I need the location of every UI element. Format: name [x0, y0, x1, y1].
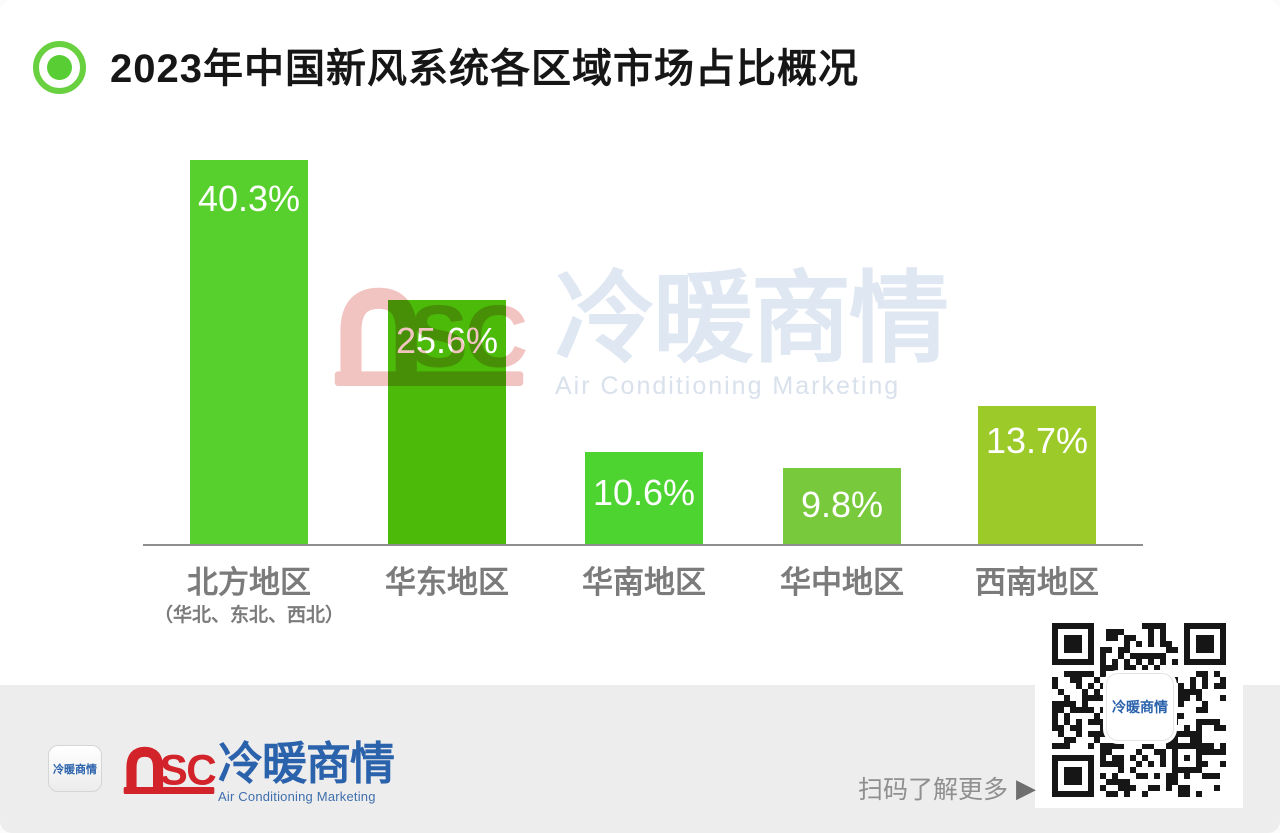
brand-lockup: 冷暖商情 Air Conditioning Marketing	[218, 738, 395, 805]
bar-北方地区: 40.3%	[190, 160, 308, 545]
brand-app-icon: 冷暖商情	[48, 745, 102, 792]
bar-value-label: 25.6%	[395, 320, 499, 361]
qr-center-logo: 冷暖商情	[1106, 673, 1174, 741]
brand-name-en: Air Conditioning Marketing	[218, 789, 376, 804]
x-axis-label: 华东地区	[385, 565, 509, 600]
brand-name-cn: 冷暖商情	[218, 738, 395, 789]
bar-value-label: 9.8%	[800, 484, 884, 525]
nsc-logo-icon: S C	[123, 747, 216, 794]
bar-西南地区: 13.7%	[978, 406, 1096, 545]
x-axis-label: 华中地区	[780, 565, 904, 600]
x-axis-line	[143, 544, 1143, 546]
x-axis-label: 北方地区	[187, 565, 311, 600]
scan-hint-label: 扫码了解更多	[858, 776, 1009, 804]
scan-hint: 扫码了解更多 ▶	[858, 770, 1036, 806]
bar-华中地区: 9.8%	[783, 468, 901, 545]
x-axis-sublabel: （华北、东北、西北）	[153, 605, 345, 626]
title-bullet-dot	[47, 55, 72, 80]
bar-华东地区: 25.6%	[388, 300, 506, 545]
bar-chart: 40.3% 25.6% 10.6% 9.8% 13.7%	[190, 160, 1096, 545]
bar-华南地区: 10.6%	[585, 452, 703, 545]
svg-text:S: S	[160, 747, 188, 794]
x-axis-label: 西南地区	[975, 565, 1099, 600]
bar-value-label: 13.7%	[985, 420, 1089, 461]
arrow-right-icon: ▶	[1016, 772, 1037, 803]
bar-value-label: 40.3%	[197, 178, 301, 219]
svg-text:C: C	[186, 747, 216, 794]
page-title: 2023年中国新风系统各区域市场占比概况	[110, 47, 859, 91]
title-bullet-icon	[33, 41, 86, 94]
bar-value-label: 10.6%	[592, 472, 696, 513]
x-axis-label: 华南地区	[582, 565, 706, 600]
